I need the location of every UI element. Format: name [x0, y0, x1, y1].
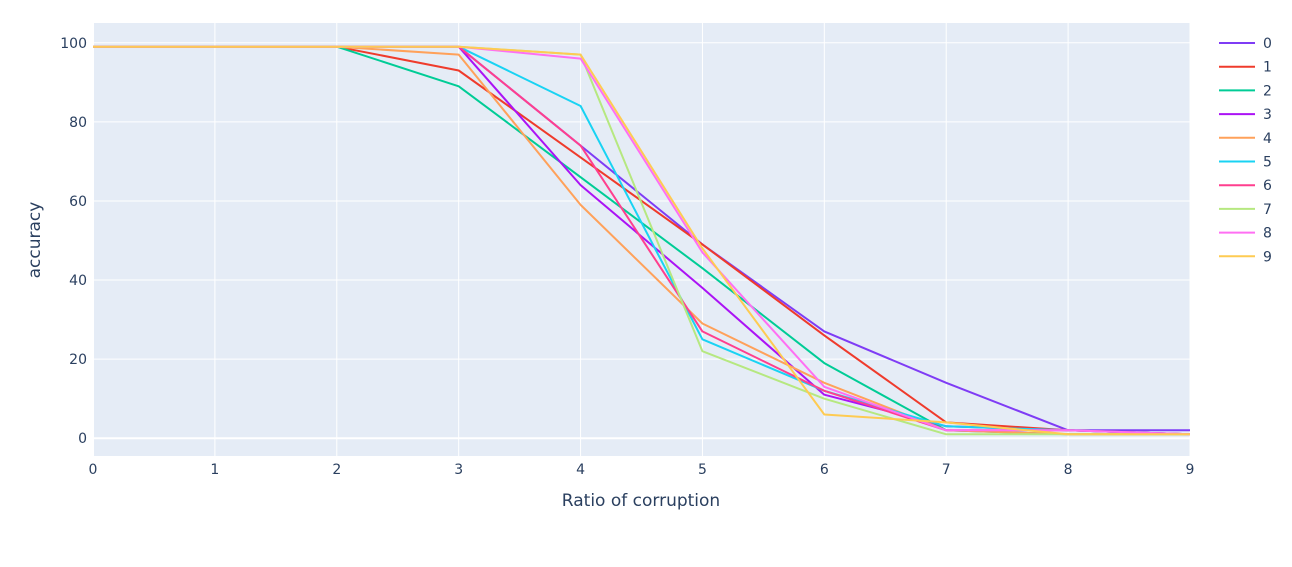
- x-tick-label: 8: [1064, 462, 1073, 478]
- legend-item-0[interactable]: 0: [1219, 36, 1272, 52]
- legend-item-5[interactable]: 5: [1219, 155, 1272, 171]
- series-line-9: [93, 45, 1190, 436]
- legend-item-2[interactable]: 2: [1219, 83, 1272, 99]
- x-tick-label: 4: [576, 462, 585, 478]
- legend-item-8[interactable]: 8: [1219, 226, 1272, 242]
- x-tick-label: 3: [454, 462, 463, 478]
- legend-label: 0: [1263, 36, 1272, 52]
- legend-label: 2: [1263, 83, 1272, 99]
- series-layer: [93, 45, 1191, 436]
- legend-item-7[interactable]: 7: [1219, 202, 1272, 218]
- legend-label: 8: [1263, 226, 1272, 242]
- legend-label: 3: [1263, 107, 1272, 123]
- legend-item-1[interactable]: 1: [1219, 60, 1272, 76]
- y-tick-label: 40: [69, 273, 87, 289]
- legend-label: 7: [1263, 202, 1272, 218]
- legend[interactable]: 0 1 2 3 4 5 6 7 8 9: [1219, 36, 1272, 265]
- legend-item-6[interactable]: 6: [1219, 178, 1272, 194]
- x-tick-label: 2: [332, 462, 341, 478]
- x-tick-label: 1: [210, 462, 219, 478]
- legend-item-9[interactable]: 9: [1219, 249, 1272, 265]
- x-axis-title: Ratio of corruption: [562, 491, 720, 511]
- legend-item-3[interactable]: 3: [1219, 107, 1272, 123]
- x-tick-label: 9: [1186, 462, 1195, 478]
- y-tick-label: 20: [69, 352, 87, 368]
- y-tick-label: 0: [78, 431, 87, 447]
- legend-label: 1: [1263, 60, 1272, 76]
- legend-label: 9: [1263, 249, 1272, 265]
- x-tick-label: 6: [820, 462, 829, 478]
- y-axis-title: accuracy: [25, 202, 45, 279]
- legend-item-4[interactable]: 4: [1219, 131, 1272, 147]
- x-axis-ticks: 0 1 2 3 4 5 6 7 8 9: [89, 462, 1195, 478]
- legend-label: 5: [1263, 155, 1272, 171]
- y-tick-label: 60: [69, 194, 87, 210]
- x-tick-label: 5: [698, 462, 707, 478]
- y-axis-ticks: 0 20 40 60 80 100: [60, 36, 87, 447]
- x-tick-label: 7: [942, 462, 951, 478]
- x-tick-label: 0: [89, 462, 98, 478]
- legend-label: 4: [1263, 131, 1272, 147]
- y-tick-label: 80: [69, 115, 87, 131]
- y-tick-label: 100: [60, 36, 87, 52]
- legend-label: 6: [1263, 178, 1272, 194]
